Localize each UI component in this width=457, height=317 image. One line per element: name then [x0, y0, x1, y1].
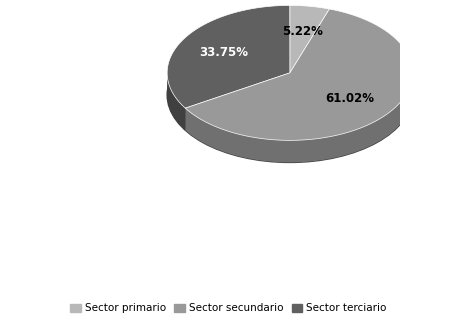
Polygon shape	[185, 9, 413, 140]
Text: 61.02%: 61.02%	[325, 93, 374, 106]
Polygon shape	[167, 73, 185, 130]
Legend: Sector primario, Sector secundario, Sector terciario: Sector primario, Sector secundario, Sect…	[66, 299, 391, 317]
Polygon shape	[167, 5, 290, 108]
Text: 33.75%: 33.75%	[199, 46, 248, 59]
Polygon shape	[290, 5, 329, 73]
Polygon shape	[185, 73, 413, 162]
Text: 5.22%: 5.22%	[282, 25, 323, 38]
Ellipse shape	[167, 28, 413, 162]
